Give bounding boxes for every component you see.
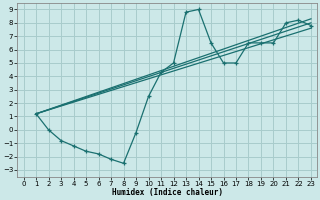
X-axis label: Humidex (Indice chaleur): Humidex (Indice chaleur) [112,188,223,197]
